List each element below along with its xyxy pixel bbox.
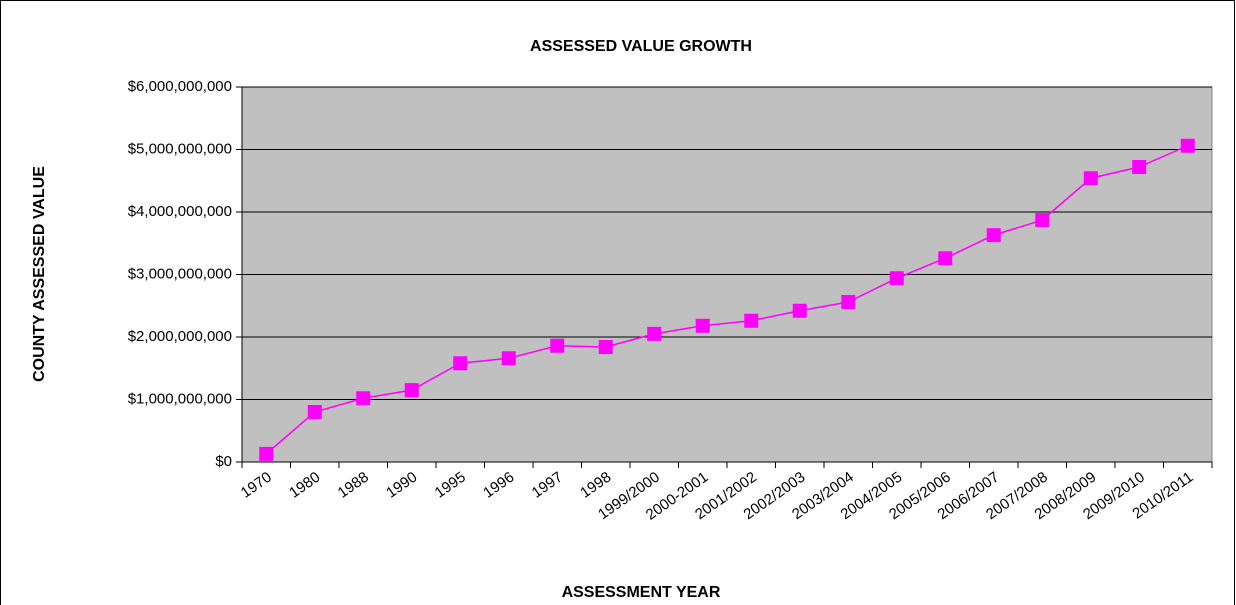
marker xyxy=(259,446,274,461)
series-line xyxy=(265,145,1189,455)
y-tick-label: $1,000,000,000 xyxy=(128,390,232,407)
marker xyxy=(792,303,807,318)
marker xyxy=(841,295,856,309)
y-tick-label: $0 xyxy=(215,453,232,470)
marker xyxy=(986,228,1001,243)
marker xyxy=(938,251,953,266)
chart-title: ASSESSED VALUE GROWTH xyxy=(530,38,752,55)
marker xyxy=(307,405,322,419)
marker xyxy=(647,326,662,341)
marker xyxy=(550,338,565,353)
x-axis-title: ASSESSMENT YEAR xyxy=(562,584,721,601)
marker xyxy=(356,391,371,406)
marker xyxy=(404,383,419,398)
marker xyxy=(501,351,516,366)
marker xyxy=(695,318,710,333)
marker xyxy=(1083,171,1098,186)
marker xyxy=(1035,213,1050,228)
marker xyxy=(1180,138,1195,153)
marker xyxy=(889,271,904,286)
y-tick-label: $3,000,000,000 xyxy=(128,265,232,282)
y-tick-label: $4,000,000,000 xyxy=(128,203,232,220)
y-axis-title: COUNTY ASSESSED VALUE xyxy=(31,166,48,382)
marker xyxy=(598,340,613,354)
y-tick-label: $2,000,000,000 xyxy=(128,328,232,345)
y-tick-label: $5,000,000,000 xyxy=(128,140,232,157)
y-tick-label: $6,000,000,000 xyxy=(128,78,232,95)
marker xyxy=(453,356,468,371)
marker xyxy=(744,313,759,328)
marker xyxy=(1132,160,1147,174)
